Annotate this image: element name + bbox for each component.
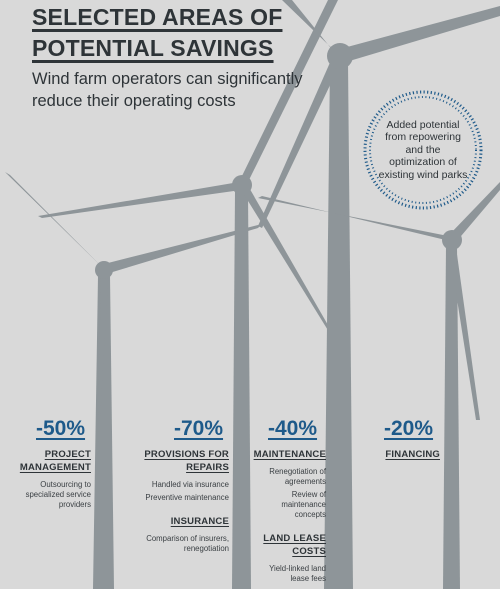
savings-column-1: PROJECT MANAGEMENT Outsourcing to specia… [18, 448, 91, 510]
desc-land-lease: Yield-linked land lease fees [269, 564, 326, 583]
turbine-hub [442, 230, 462, 250]
title-line-2: POTENTIAL SAVINGS [32, 35, 274, 61]
heading-land-lease-costs: LAND LEASE COSTS [263, 533, 326, 557]
savings-column-2: PROVISIONS FOR REPAIRS Handled via insur… [132, 448, 229, 554]
turbine-blade [38, 182, 241, 218]
turbine-tower-left [93, 276, 114, 589]
desc-maintenance-review: Review of maintenance concepts [281, 490, 326, 519]
badge-text: Added potential from repowering and the … [378, 118, 468, 181]
desc-project-management: Outsourcing to specialized service provi… [25, 480, 91, 509]
turbine-blade [240, 0, 338, 186]
turbine-blade [258, 196, 454, 242]
savings-percent-project-management: -50% [36, 417, 86, 440]
savings-column-3: MAINTENANCE Renegotiation of agreements … [250, 448, 326, 584]
heading-provisions-for-repairs: PROVISIONS FOR REPAIRS [144, 449, 229, 473]
turbine-hub [232, 175, 252, 195]
desc-maintenance-renegotiation: Renegotiation of agreements [269, 467, 326, 486]
turbine-blade [450, 182, 500, 242]
desc-repairs-insurance: Handled via insurance [151, 480, 229, 489]
turbine-blade [282, 0, 344, 60]
turbine-tower-tall [324, 62, 353, 589]
savings-percent-maintenance: -40% [268, 417, 318, 440]
turbine-hub [327, 43, 353, 69]
heading-insurance: INSURANCE [170, 516, 229, 527]
page-title: SELECTED AREAS OF POTENTIAL SAVINGS [32, 2, 282, 64]
turbine-blade [5, 172, 107, 272]
dotted-circle-icon [363, 90, 483, 210]
heading-financing: FINANCING [385, 449, 440, 460]
repowering-badge: Added potential from repowering and the … [361, 88, 485, 212]
savings-percent-repairs: -70% [174, 417, 224, 440]
savings-percent-financing: -20% [384, 417, 434, 440]
turbine-blade [240, 184, 340, 346]
turbine-hub [95, 261, 113, 279]
title-line-1: SELECTED AREAS OF [32, 4, 283, 30]
desc-insurance: Comparison of insurers, renegotiation [146, 534, 229, 553]
turbine-blade [98, 270, 109, 424]
turbine-tower-right [443, 246, 460, 589]
turbine-blade [258, 58, 342, 228]
subtitle: Wind farm operators can significantly re… [32, 70, 303, 110]
heading-project-management: PROJECT MANAGEMENT [19, 449, 91, 473]
turbine-tower-middle [232, 192, 251, 589]
heading-maintenance: MAINTENANCE [253, 449, 326, 460]
turbine-blade [336, 6, 500, 62]
savings-column-4: FINANCING [380, 448, 440, 461]
turbine-blade [448, 240, 480, 420]
desc-repairs-preventive: Preventive maintenance [145, 493, 229, 502]
turbine-blade [104, 224, 262, 274]
